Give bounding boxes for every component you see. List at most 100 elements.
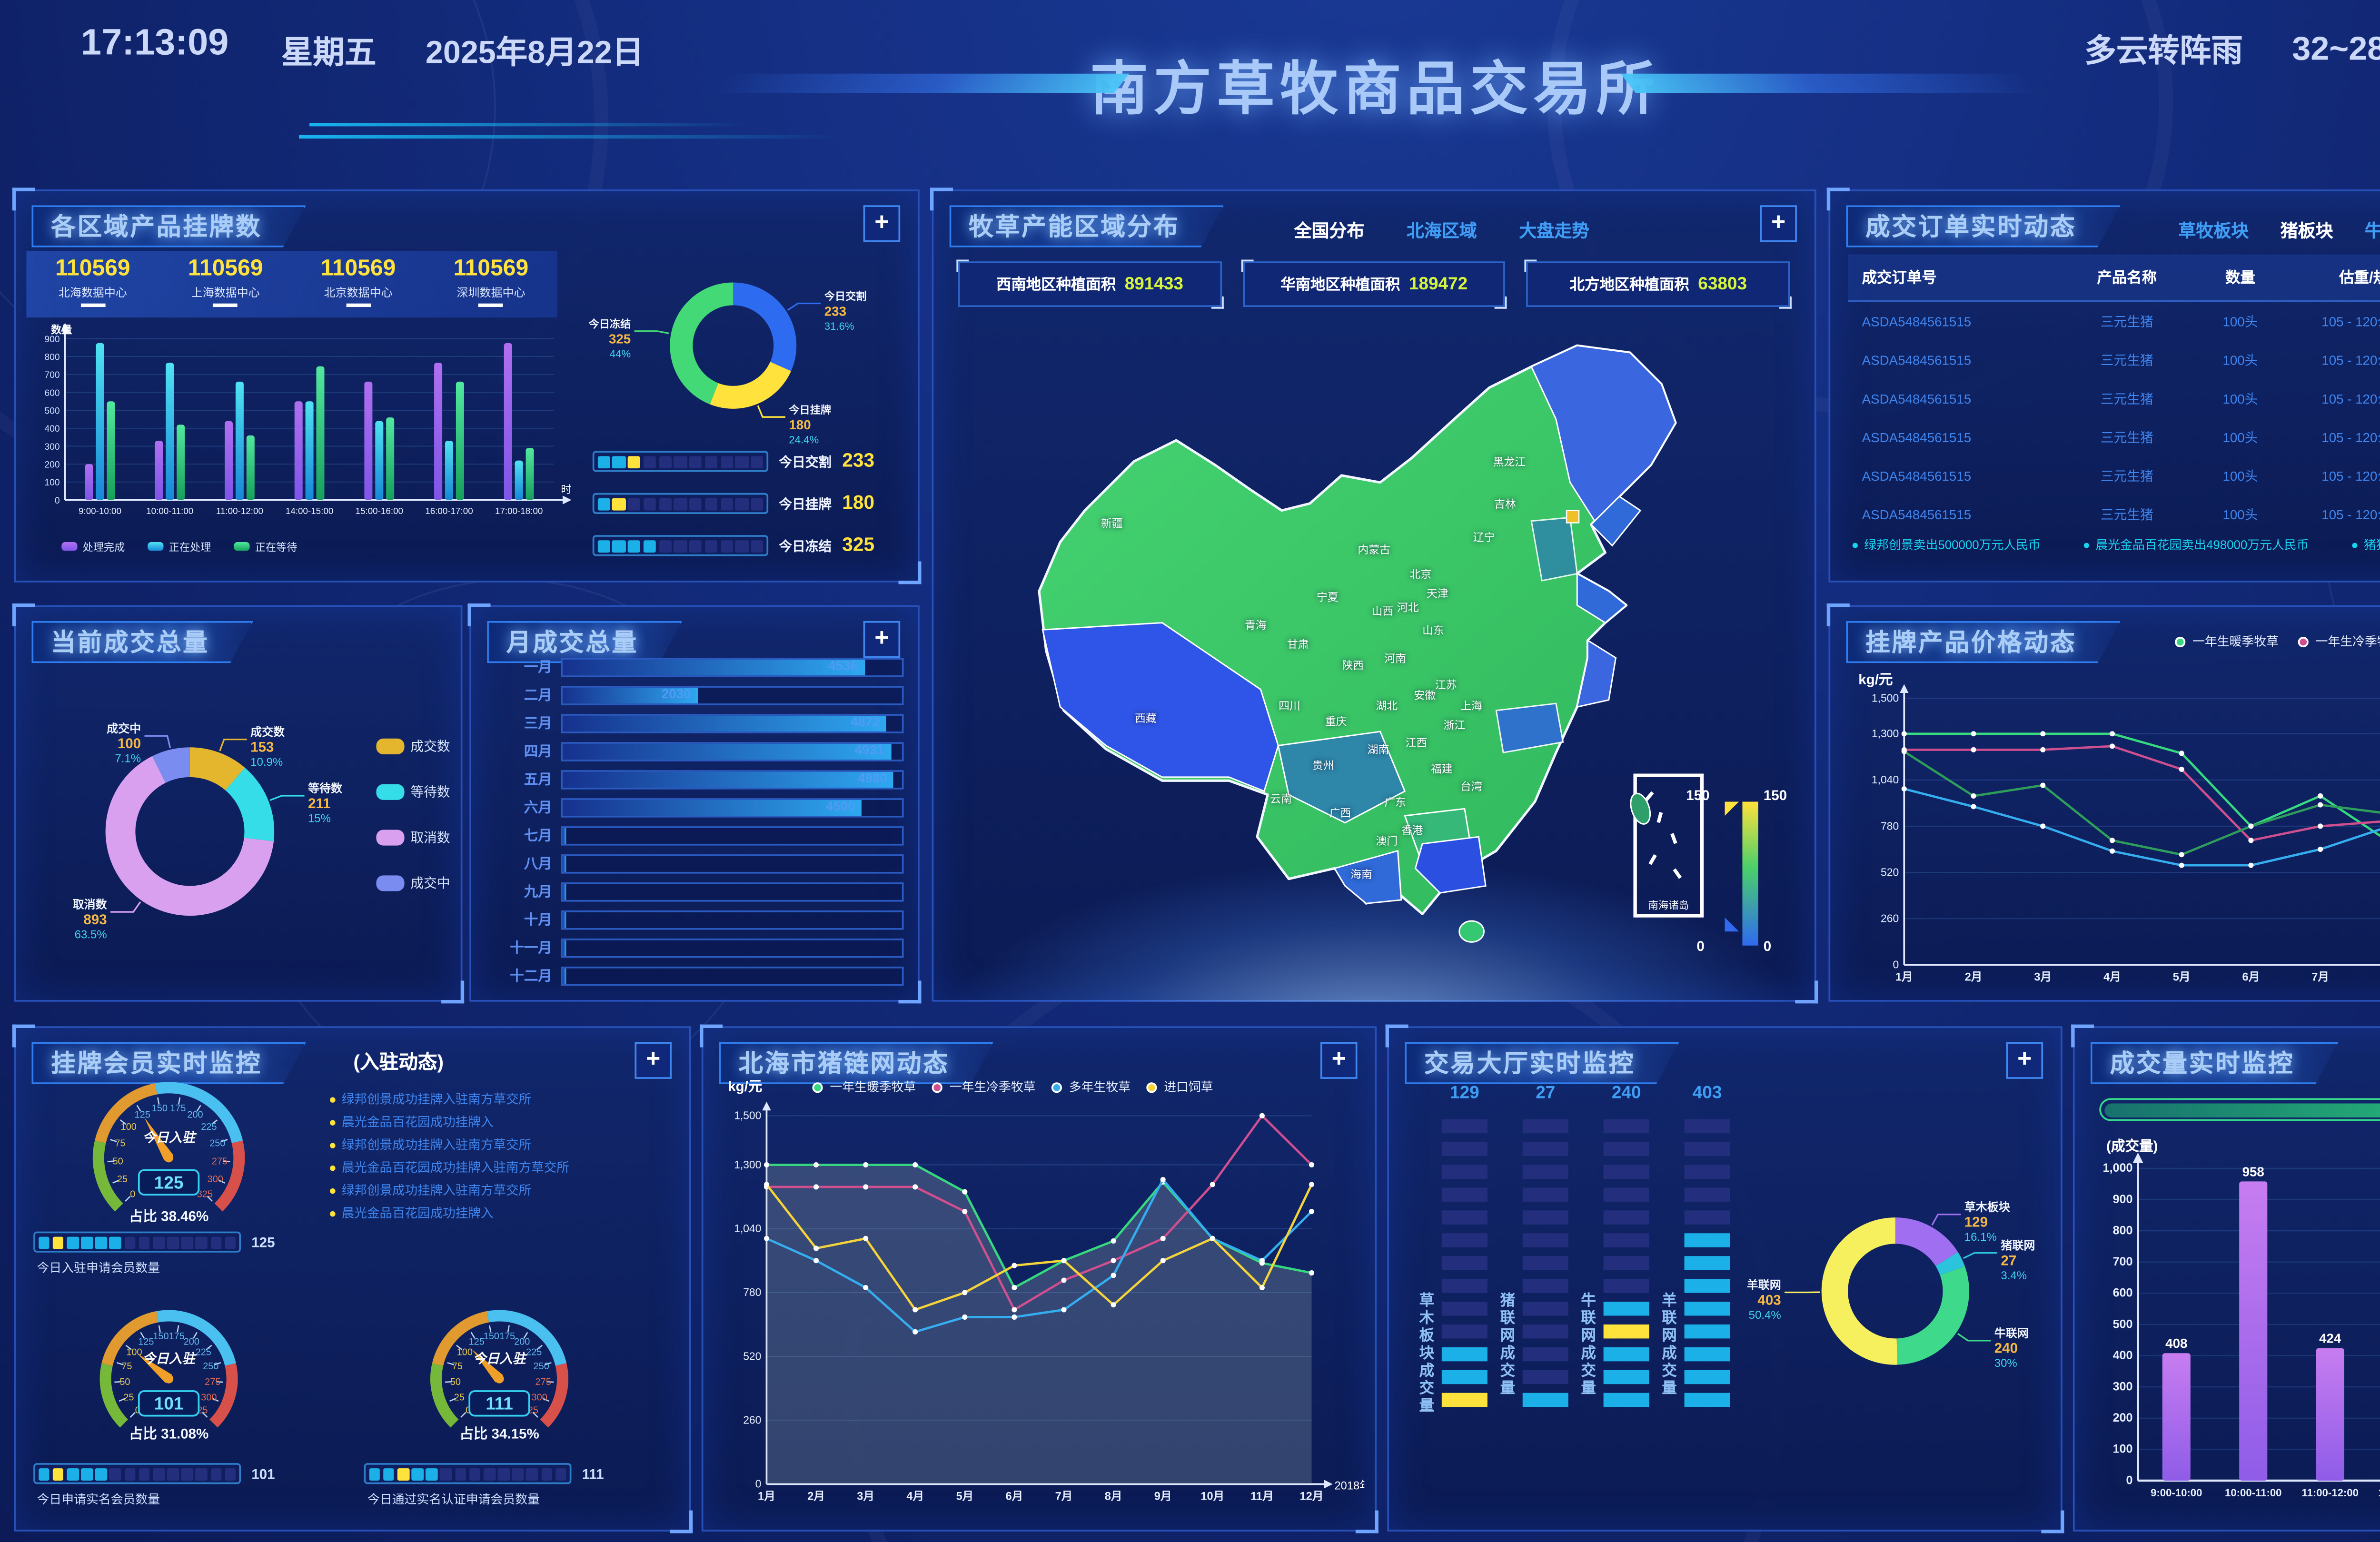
- svg-text:2018年: 2018年: [1335, 1479, 1365, 1492]
- area-stat-value: 891433: [1124, 274, 1183, 294]
- month-fill: [562, 911, 565, 928]
- svg-text:4月: 4月: [906, 1491, 924, 1503]
- panel-current-total: 当前成交总量 成交数 153 10.9% 等待数 211 15% 取消数 893 63.5% 成交…: [12, 603, 465, 1004]
- area-stat-label: 北方地区种植面积: [1569, 275, 1689, 293]
- meter-seg: [397, 1467, 409, 1480]
- meter-seg: [720, 539, 733, 552]
- meter-value: 325: [842, 535, 875, 556]
- table-cell: 100头: [2222, 506, 2258, 522]
- panel-title: 各区域产品挂牌数: [31, 205, 306, 247]
- map-tab[interactable]: 北海区域: [1406, 223, 1477, 242]
- panel-title: 成交量实时监控: [2091, 1042, 2339, 1084]
- table-cell: 100头: [2222, 352, 2258, 368]
- expand-button[interactable]: +: [635, 1042, 672, 1079]
- month-track: 4980: [561, 769, 904, 789]
- svg-text:占比 34.15%: 占比 34.15%: [459, 1426, 539, 1442]
- order-tab[interactable]: 牛板块: [2365, 216, 2380, 242]
- legend-item: 取消数: [375, 828, 450, 848]
- province-label: 四川: [1279, 700, 1300, 713]
- svg-text:1,500: 1,500: [1872, 692, 1899, 704]
- bar: [375, 421, 384, 500]
- column-seg: [1441, 1233, 1488, 1247]
- svg-text:250: 250: [209, 1138, 225, 1148]
- legend-min: 0: [1696, 939, 1705, 955]
- panel-title: 当前成交总量: [31, 621, 253, 663]
- panel-volume: 成交量实时监控 + 平均单笔成交时间: 3.6分钟 (成交量) 01002003…: [2071, 1024, 2380, 1532]
- svg-text:0: 0: [55, 496, 60, 506]
- bar: [316, 366, 325, 500]
- y-axis-unit: kg/元: [728, 1078, 763, 1095]
- map-tab[interactable]: 大盘走势: [1519, 223, 1590, 242]
- svg-text:占比 38.46%: 占比 38.46%: [129, 1208, 208, 1224]
- month-fill: [562, 855, 565, 871]
- datacenter-stat: 110569 北海数据中心: [26, 251, 159, 317]
- column-seg: [1522, 1210, 1568, 1225]
- line-series: [766, 1114, 1313, 1311]
- decor-line: [309, 123, 749, 127]
- meter-seg: [181, 1236, 193, 1248]
- province-label: 湖南: [1367, 744, 1389, 757]
- table-cell: 100头: [2222, 313, 2258, 329]
- svg-text:成交数: 成交数: [250, 725, 285, 739]
- meter-seg: [555, 1467, 567, 1480]
- month-fill: [562, 715, 887, 731]
- meter-seg: [751, 497, 764, 510]
- month-fill: [562, 883, 565, 900]
- province-label: 福建: [1430, 764, 1453, 777]
- column-seg: [1522, 1256, 1568, 1270]
- meter-seg: [196, 1236, 208, 1248]
- feed-dot: ●: [328, 1114, 337, 1130]
- svg-text:24.4%: 24.4%: [789, 434, 819, 445]
- expand-button[interactable]: +: [863, 621, 901, 658]
- svg-text:7月: 7月: [1055, 1491, 1073, 1503]
- legend-item: 一年生冷季牧草: [2298, 633, 2380, 651]
- svg-text:225: 225: [526, 1347, 542, 1358]
- svg-text:9:00-10:00: 9:00-10:00: [79, 506, 121, 516]
- decor-slash: [1620, 73, 2040, 93]
- month-value: 4980: [858, 769, 887, 785]
- province-label: 云南: [1270, 794, 1292, 807]
- y-axis-unit: kg/元: [1858, 672, 1893, 688]
- expand-button[interactable]: +: [1760, 205, 1797, 242]
- svg-text:25: 25: [123, 1392, 134, 1403]
- expand-button[interactable]: +: [863, 205, 901, 242]
- hall-columns: 129 草木板块成交量 27 猪联网成交量 240 牛联网成交量 403 羊联网成交量: [1399, 1084, 1744, 1523]
- legend-dot: [2175, 637, 2186, 648]
- expand-button[interactable]: +: [1320, 1042, 1358, 1079]
- month-label: 十一月: [510, 939, 552, 956]
- map-tab[interactable]: 全国分布: [1294, 223, 1365, 242]
- column-total: 403: [1692, 1084, 1722, 1104]
- meter-seg: [80, 1467, 93, 1480]
- svg-text:30%: 30%: [1994, 1357, 2017, 1370]
- svg-text:7月: 7月: [2311, 971, 2329, 983]
- svg-text:300: 300: [208, 1174, 223, 1185]
- donut-slice: [1895, 1217, 1958, 1266]
- svg-text:50.4%: 50.4%: [1749, 1309, 1781, 1322]
- meter-seg: [124, 1467, 136, 1480]
- area-stat-value: 189472: [1408, 274, 1468, 294]
- province-label: 陕西: [1342, 660, 1364, 672]
- svg-text:175: 175: [169, 1331, 185, 1342]
- meter-seg: [627, 497, 641, 510]
- month-fill: [562, 659, 865, 675]
- column-seg: [1603, 1187, 1649, 1202]
- header-right: 多云转阵雨 32~28℃ 空气质量 优: [2084, 26, 2380, 72]
- meter-bar: [33, 1463, 241, 1484]
- meter-seg: [138, 1236, 150, 1248]
- month-label: 一月: [524, 659, 552, 675]
- bar: [515, 460, 523, 500]
- order-tab[interactable]: 猪板块: [2280, 223, 2333, 242]
- order-tab[interactable]: 草牧板块: [2178, 223, 2249, 242]
- pig-line-chart: 0 260 520 780 1,040 1,300 1,500 1月 2月 3月 4月 5月 6月 7月 8…: [714, 1101, 1371, 1516]
- expand-button[interactable]: +: [2006, 1042, 2043, 1079]
- meter-seg: [80, 1236, 93, 1248]
- orders-ticker: ● 绿邦创景卖出500000万元人民币 ● 晨光金品百花园卖出498000万元人民币 ●…: [1851, 537, 2380, 554]
- meter-seg: [541, 1467, 553, 1480]
- bar: [166, 363, 174, 500]
- stat-label: 深圳数据中心: [456, 287, 526, 300]
- bar: [294, 401, 303, 500]
- meter-seg: [196, 1467, 208, 1480]
